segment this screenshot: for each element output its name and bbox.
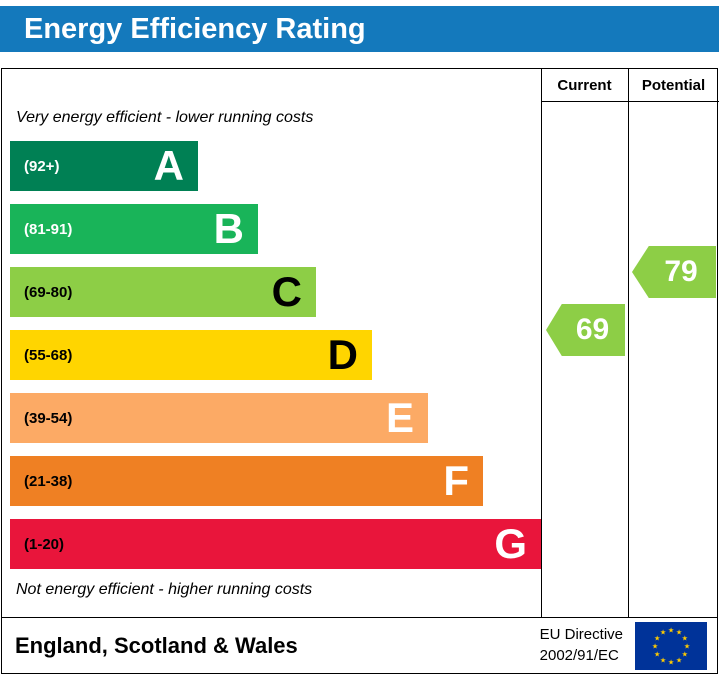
svg-text:★: ★ — [684, 641, 690, 650]
potential-rating-value: 79 — [664, 255, 698, 288]
eu-directive-label: EU Directive 2002/91/EC — [540, 625, 635, 666]
svg-text:★: ★ — [676, 655, 682, 664]
svg-text:★: ★ — [668, 625, 674, 634]
svg-text:★: ★ — [682, 633, 688, 642]
band-bar-g: (1-20) G — [10, 519, 541, 569]
header-divider — [541, 101, 719, 102]
band-bar-a: (92+) A — [10, 141, 198, 191]
top-note: Very energy efficient - lower running co… — [16, 109, 314, 126]
band-bar-c: (69-80) C — [10, 267, 316, 317]
band-range: (92+) — [24, 157, 60, 175]
band-range: (39-54) — [24, 409, 73, 427]
band-range: (21-38) — [24, 472, 73, 490]
band-range: (1-20) — [24, 535, 65, 553]
svg-text:★: ★ — [668, 657, 674, 666]
svg-text:★: ★ — [660, 655, 666, 664]
band-bar-f: (21-38) F — [10, 456, 483, 506]
rating-chart: Current Potential Very energy efficient … — [1, 68, 719, 618]
band-letter: G — [494, 520, 527, 567]
svg-text:★: ★ — [654, 649, 660, 658]
region-label: England, Scotland & Wales — [15, 632, 298, 658]
eu-directive-line1: EU Directive — [539, 626, 623, 644]
eu-flag-icon: ★ ★ ★ ★ ★ ★ ★ ★ ★ ★ ★ ★ — [635, 621, 707, 670]
current-column-header: Current — [557, 76, 612, 94]
svg-text:★: ★ — [654, 633, 660, 642]
band-letter: D — [327, 331, 358, 378]
band-bar-b: (81-91) B — [10, 204, 258, 254]
potential-column-header: Potential — [641, 76, 706, 94]
band-letter: C — [271, 268, 302, 315]
current-rating-arrow: 69 — [546, 304, 625, 356]
band-letter: B — [213, 205, 244, 252]
band-range: (69-80) — [24, 283, 73, 301]
current-rating-value: 69 — [575, 313, 610, 346]
band-bar-d: (55-68) D — [10, 330, 372, 380]
band-letter: A — [153, 142, 184, 189]
svg-text:★: ★ — [676, 627, 682, 636]
footer: England, Scotland & Wales EU Directive 2… — [1, 617, 718, 674]
eu-directive-line2: 2002/91/EC — [539, 646, 619, 664]
bottom-note: Not energy efficient - higher running co… — [16, 581, 313, 598]
svg-text:★: ★ — [682, 649, 688, 658]
svg-text:★: ★ — [652, 641, 658, 650]
band-bar-e: (39-54) E — [10, 393, 428, 443]
potential-rating-arrow: 79 — [632, 246, 716, 298]
page-title: Energy Efficiency Rating — [0, 6, 719, 52]
band-letter: F — [443, 457, 469, 504]
svg-text:★: ★ — [660, 627, 666, 636]
band-letter: E — [385, 394, 414, 441]
band-range: (55-68) — [24, 346, 73, 364]
band-range: (81-91) — [24, 220, 73, 238]
column-divider — [541, 69, 542, 617]
column-divider — [628, 69, 629, 617]
